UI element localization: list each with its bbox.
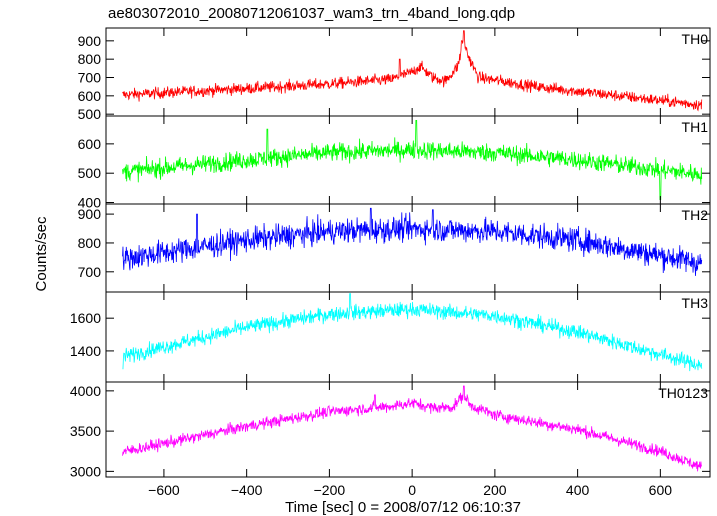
y-tick-label: 3500 [70, 423, 101, 439]
series-line-th3 [122, 293, 703, 372]
x-axis-label: Time [sec] 0 = 2008/07/12 06:10:37 [285, 499, 521, 516]
x-tick-label: 200 [483, 482, 507, 498]
y-tick-label: 600 [78, 88, 102, 104]
panel-frame [105, 291, 711, 383]
y-tick-label: 400 [78, 195, 102, 211]
panel-th0123: 3000 3500 4000 TH0123 [70, 381, 711, 479]
panel-th2: 700 800 900 TH2 [78, 203, 711, 293]
panel-th3: 1400 1600 TH3 [70, 291, 711, 383]
series-line-th1 [122, 120, 703, 200]
y-tick-label: 500 [78, 106, 102, 122]
y-tick-label: 800 [78, 235, 102, 251]
x-tick-label: −400 [231, 482, 263, 498]
series-line-th0123 [122, 385, 703, 472]
series-line-th2 [122, 207, 703, 276]
panel-label-th0123: TH0123 [658, 385, 708, 401]
y-tick-label: 500 [78, 165, 102, 181]
y-tick-label: 600 [78, 136, 102, 152]
panel-label-th3: TH3 [682, 295, 709, 311]
panel-label-th1: TH1 [682, 119, 709, 135]
panel-frame [105, 115, 711, 205]
y-axis-label: Counts/sec [33, 216, 50, 292]
chart-title: ae803072010_20080712061037_wam3_trn_4ban… [108, 5, 515, 22]
panel-label-th0: TH0 [682, 31, 709, 47]
x-axis-tick-labels: −600 −400 −200 0 200 400 600 [148, 482, 672, 498]
x-tick-label: 0 [408, 482, 416, 498]
panel-th1: 400 500 600 TH1 [78, 115, 711, 211]
panels-group: 500 600 700 800 900 TH0 400 500 600 TH1 700 800 900 T… [70, 27, 711, 479]
x-tick-label: −600 [148, 482, 180, 498]
x-tick-label: 400 [566, 482, 590, 498]
y-tick-label: 3000 [70, 463, 101, 479]
y-tick-label: 900 [78, 206, 102, 222]
x-tick-label: 600 [649, 482, 673, 498]
y-tick-label: 4000 [70, 383, 101, 399]
y-tick-label: 700 [78, 70, 102, 86]
y-tick-label: 1600 [70, 310, 101, 326]
y-tick-label: 800 [78, 51, 102, 67]
y-tick-label: 700 [78, 264, 102, 280]
y-tick-label: 1400 [70, 343, 101, 359]
y-tick-label: 900 [78, 33, 102, 49]
panel-frame [105, 381, 711, 478]
panel-label-th2: TH2 [682, 207, 709, 223]
series-line-th0 [122, 30, 703, 112]
panel-th0: 500 600 700 800 900 TH0 [78, 27, 711, 122]
x-tick-label: −200 [314, 482, 346, 498]
